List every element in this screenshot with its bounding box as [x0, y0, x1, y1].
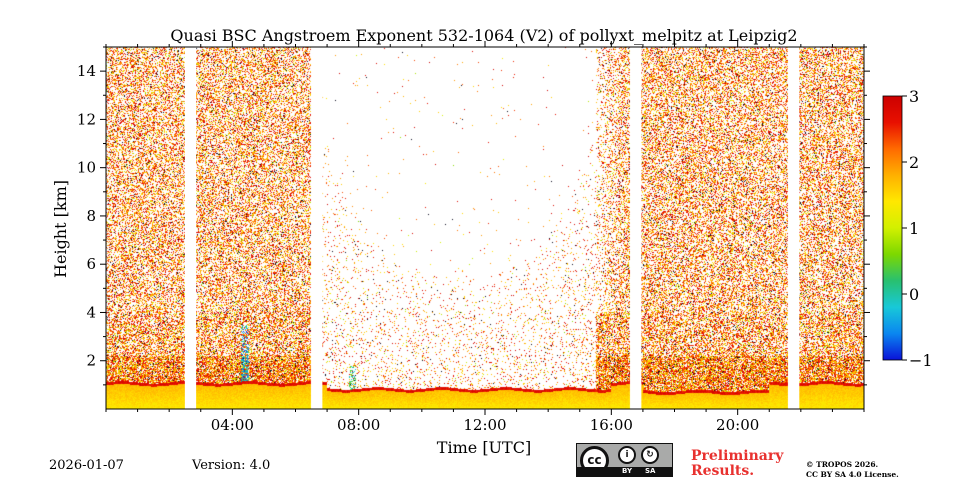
- attribution-icon: i: [618, 446, 636, 464]
- heatmap-image: [106, 47, 864, 409]
- copyright-line-2: CC BY SA 4.0 License.: [806, 470, 899, 479]
- copyright-note: © TROPOS 2026. CC BY SA 4.0 License.: [806, 460, 899, 480]
- plot-area: [105, 46, 865, 410]
- y-tick-label: 8: [86, 207, 96, 225]
- copyright-line-1: © TROPOS 2026.: [806, 460, 879, 469]
- x-tick-label: 12:00: [463, 416, 506, 434]
- cc-sa-text: SA: [645, 467, 656, 475]
- x-axis-label: Time [UTC]: [437, 438, 531, 457]
- y-tick-label: 4: [86, 303, 96, 321]
- x-tick-label: 20:00: [716, 416, 759, 434]
- colorbar: −1 0 1 2 3: [882, 87, 933, 370]
- x-axis: 04:00 08:00 12:00 16:00 20:00: [105, 41, 865, 434]
- colorbar-tick-label: 0: [909, 285, 919, 304]
- x-tick-label: 08:00: [337, 416, 380, 434]
- data-gap: [184, 47, 197, 409]
- chart-title: Quasi BSC Angstroem Exponent 532-1064 (V…: [170, 26, 797, 45]
- y-tick-label: 14: [77, 62, 96, 80]
- cc-by-text: BY: [622, 467, 633, 475]
- data-gaps: [184, 47, 800, 409]
- colorbar-tick-label: 3: [909, 87, 919, 106]
- colorbar-tick-label: 2: [909, 153, 919, 172]
- y-axis-label: Height [km]: [51, 180, 70, 278]
- data-gap: [630, 47, 642, 409]
- colorbar-tick-label: −1: [909, 351, 933, 370]
- cc-license-badge: cc i ↻ BY SA: [576, 443, 673, 477]
- colorbar-ticks: −1 0 1 2 3: [902, 87, 933, 370]
- y-tick-label: 2: [86, 352, 96, 370]
- y-tick-label: 10: [77, 159, 96, 177]
- data-gap: [311, 47, 323, 409]
- footer-version: Version: 4.0: [192, 458, 271, 473]
- colorbar-tick-label: 1: [909, 219, 919, 238]
- y-tick-label: 12: [77, 110, 96, 128]
- share-alike-icon: ↻: [641, 446, 659, 464]
- y-axis: 2 4 6 8 10 12 14: [77, 46, 870, 386]
- x-tick-label: 16:00: [590, 416, 633, 434]
- cc-badge-bar: [577, 467, 672, 476]
- x-tick-label: 04:00: [211, 416, 254, 434]
- preliminary-results-note: Preliminary Results.: [691, 448, 784, 479]
- data-gap: [788, 47, 800, 409]
- colorbar-gradient: [882, 95, 903, 361]
- footer-date: 2026-01-07: [49, 458, 124, 473]
- y-tick-label: 6: [86, 255, 96, 273]
